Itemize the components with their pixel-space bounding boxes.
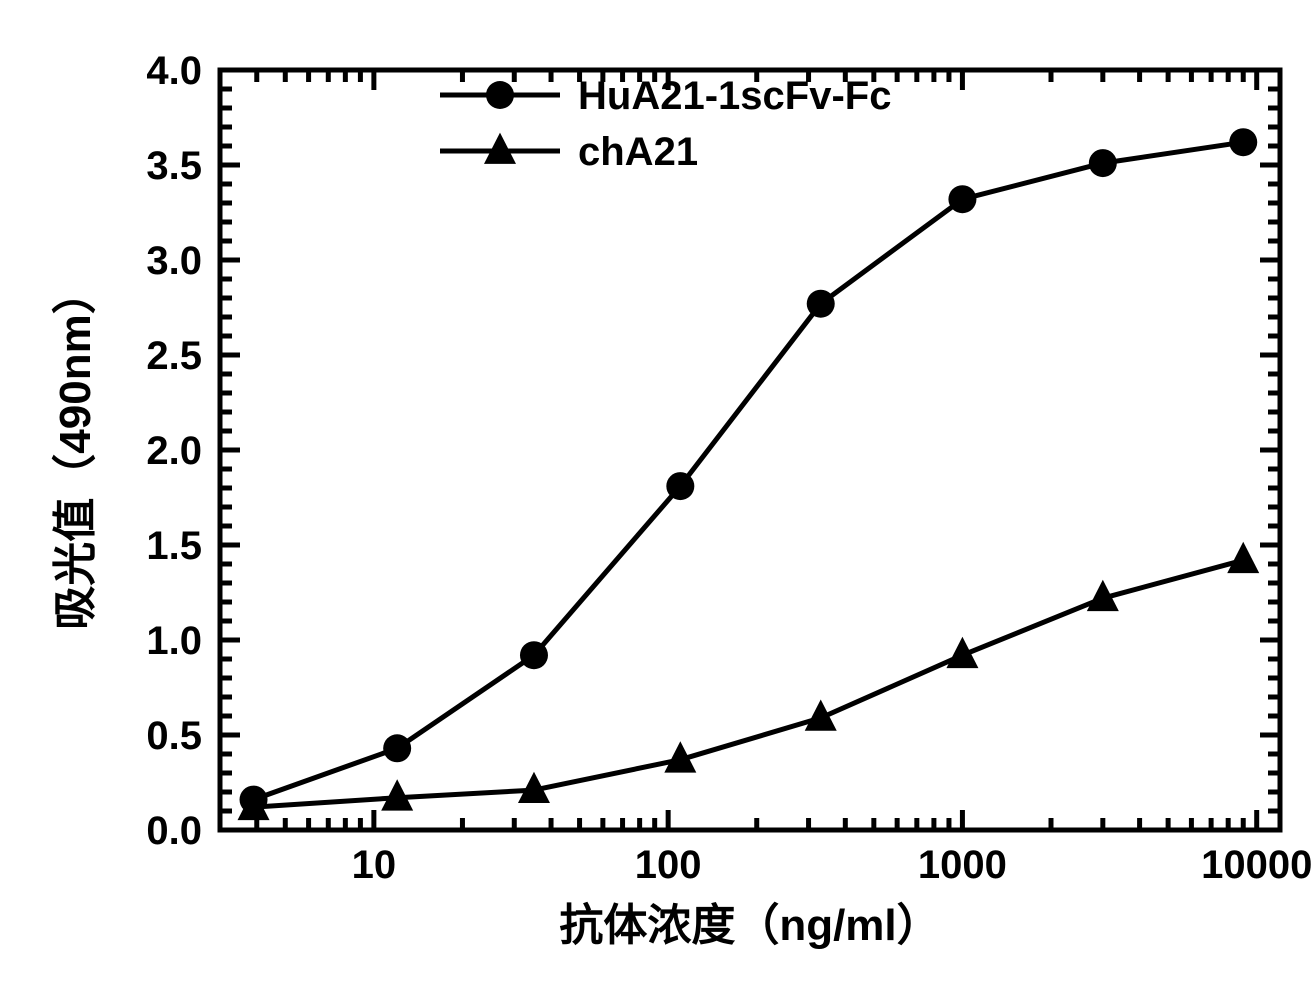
svg-text:抗体浓度（ng/ml）: 抗体浓度（ng/ml）	[559, 901, 940, 950]
svg-text:1000: 1000	[918, 843, 1007, 887]
svg-text:0.5: 0.5	[146, 714, 202, 758]
svg-text:10000: 10000	[1201, 843, 1312, 887]
svg-text:0.0: 0.0	[146, 809, 202, 853]
line-chart: 10 100 1000 10000 0.0 0.5 1.0 1.5 2.0 2.5 3.0 3.5 4.…	[20, 20, 1312, 964]
svg-text:2.5: 2.5	[146, 334, 202, 378]
svg-text:2.0: 2.0	[146, 429, 202, 473]
svg-text:3.0: 3.0	[146, 239, 202, 283]
svg-text:3.5: 3.5	[146, 144, 202, 188]
svg-text:吸光值（490nm）: 吸光值（490nm）	[51, 270, 100, 629]
svg-text:HuA21-1scFv-Fc: HuA21-1scFv-Fc	[578, 74, 891, 118]
svg-text:1.0: 1.0	[146, 619, 202, 663]
svg-text:10: 10	[352, 843, 397, 887]
svg-text:100: 100	[635, 843, 702, 887]
svg-text:1.5: 1.5	[146, 524, 202, 568]
svg-text:chA21: chA21	[578, 130, 698, 174]
chart-container: 10 100 1000 10000 0.0 0.5 1.0 1.5 2.0 2.5 3.0 3.5 4.…	[20, 20, 1312, 964]
svg-text:4.0: 4.0	[146, 49, 202, 93]
